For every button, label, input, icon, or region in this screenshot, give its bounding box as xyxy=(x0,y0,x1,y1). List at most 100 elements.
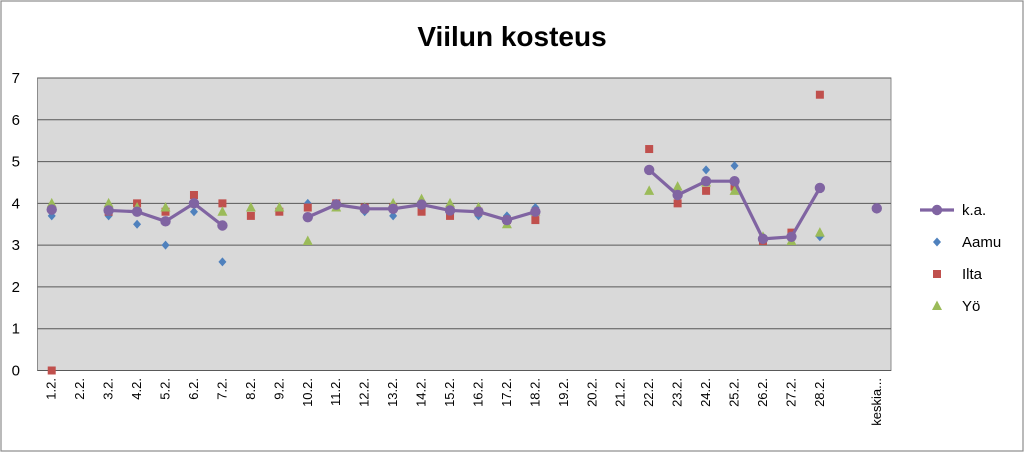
data-point xyxy=(275,207,284,216)
data-point xyxy=(417,207,426,216)
data-point xyxy=(814,182,826,194)
data-point xyxy=(814,227,825,237)
data-point xyxy=(46,204,57,215)
data-point xyxy=(644,185,655,195)
data-point xyxy=(103,205,114,216)
data-point xyxy=(702,186,711,195)
x-tick-label: 9.2. xyxy=(271,378,286,400)
data-point xyxy=(218,257,227,267)
data-point xyxy=(188,198,200,209)
data-point xyxy=(672,189,683,201)
data-point xyxy=(673,199,682,208)
legend-item: k.a. xyxy=(920,202,986,219)
legend-item: Ilta xyxy=(933,266,983,283)
data-point xyxy=(103,197,114,208)
data-point xyxy=(217,206,228,216)
x-tick-label: 5.2. xyxy=(158,378,173,400)
data-point xyxy=(302,235,313,245)
data-point xyxy=(274,202,285,212)
x-tick-label: keskia... xyxy=(869,378,884,426)
data-point xyxy=(786,231,797,242)
data-point xyxy=(729,176,740,187)
legend-marker xyxy=(931,204,943,216)
data-point xyxy=(161,240,170,250)
x-tick-label: 24.2. xyxy=(698,378,713,407)
y-tick-label: 7 xyxy=(12,70,20,87)
data-point xyxy=(815,90,824,99)
x-tick-label: 27.2. xyxy=(783,378,798,407)
x-tick-label: 22.2. xyxy=(641,378,656,407)
legend-marker xyxy=(932,300,942,310)
data-point xyxy=(133,219,142,229)
x-tick-label: 14.2. xyxy=(414,378,429,407)
data-point xyxy=(531,216,540,225)
data-point xyxy=(445,197,456,208)
data-point xyxy=(359,203,370,214)
x-tick-label: 15.2. xyxy=(442,378,457,407)
legend: k.a. Aamu Ilta Yö xyxy=(920,202,1001,315)
x-axis-ticks: 1.2. 2.2. 3.2. 4.2. 5.2. 6.2. 7.2. 8.2. 9.2. 10.2… xyxy=(44,378,884,426)
y-tick-label: 4 xyxy=(12,195,20,212)
data-point xyxy=(530,206,541,217)
data-point xyxy=(160,216,171,227)
data-point xyxy=(303,203,312,212)
data-point xyxy=(302,211,313,223)
data-point xyxy=(416,199,427,210)
data-point xyxy=(245,202,256,212)
y-tick-label: 1 xyxy=(12,321,20,338)
data-point xyxy=(473,206,484,217)
legend-item: Yö xyxy=(932,298,980,315)
y-tick-label: 3 xyxy=(12,237,20,254)
data-point xyxy=(444,205,456,216)
data-point xyxy=(189,191,198,199)
data-point xyxy=(47,366,56,375)
data-point xyxy=(331,199,342,210)
x-tick-label: 20.2. xyxy=(584,378,599,407)
x-tick-label: 25.2. xyxy=(727,378,742,407)
y-axis-ticks: 0 1 2 3 4 5 6 7 xyxy=(12,70,20,380)
data-point xyxy=(46,197,57,208)
data-point xyxy=(387,203,399,214)
legend-marker xyxy=(933,270,941,278)
x-tick-label: 13.2. xyxy=(385,378,400,407)
data-point xyxy=(645,145,654,154)
data-point xyxy=(501,214,513,226)
data-point xyxy=(161,207,170,216)
plot-area xyxy=(37,77,892,371)
data-point xyxy=(160,202,171,212)
data-point xyxy=(246,211,255,220)
data-point xyxy=(757,233,769,245)
x-tick-label: 28.2. xyxy=(812,378,827,407)
x-tick-label: 11.2. xyxy=(328,378,343,406)
y-tick-label: 5 xyxy=(12,154,20,171)
data-point xyxy=(189,207,198,217)
data-point xyxy=(389,211,398,221)
data-point xyxy=(672,181,683,191)
x-tick-label: 21.2. xyxy=(613,378,628,407)
data-point xyxy=(700,176,712,187)
legend-marker xyxy=(933,237,941,247)
x-tick-label: 4.2. xyxy=(129,378,144,400)
x-tick-label: 23.2. xyxy=(670,378,685,407)
data-point xyxy=(730,161,739,171)
gridlines xyxy=(37,77,891,371)
series-ka xyxy=(46,164,882,245)
data-point xyxy=(131,206,143,217)
x-tick-label: 18.2. xyxy=(527,378,542,407)
x-tick-label: 3.2. xyxy=(101,378,116,400)
data-point xyxy=(871,203,882,214)
legend-label: k.a. xyxy=(962,202,986,219)
legend-label: Aamu xyxy=(962,234,1001,251)
x-tick-label: 10.2. xyxy=(300,378,315,407)
x-tick-label: 12.2. xyxy=(357,378,372,407)
x-tick-label: 7.2. xyxy=(214,378,229,400)
series-layer xyxy=(46,90,882,375)
x-tick-label: 6.2. xyxy=(186,378,201,400)
x-tick-label: 2.2. xyxy=(72,378,87,400)
data-point xyxy=(729,185,740,195)
x-tick-label: 16.2. xyxy=(470,378,485,407)
legend-item: Aamu xyxy=(933,234,1001,251)
x-tick-label: 26.2. xyxy=(755,378,770,407)
